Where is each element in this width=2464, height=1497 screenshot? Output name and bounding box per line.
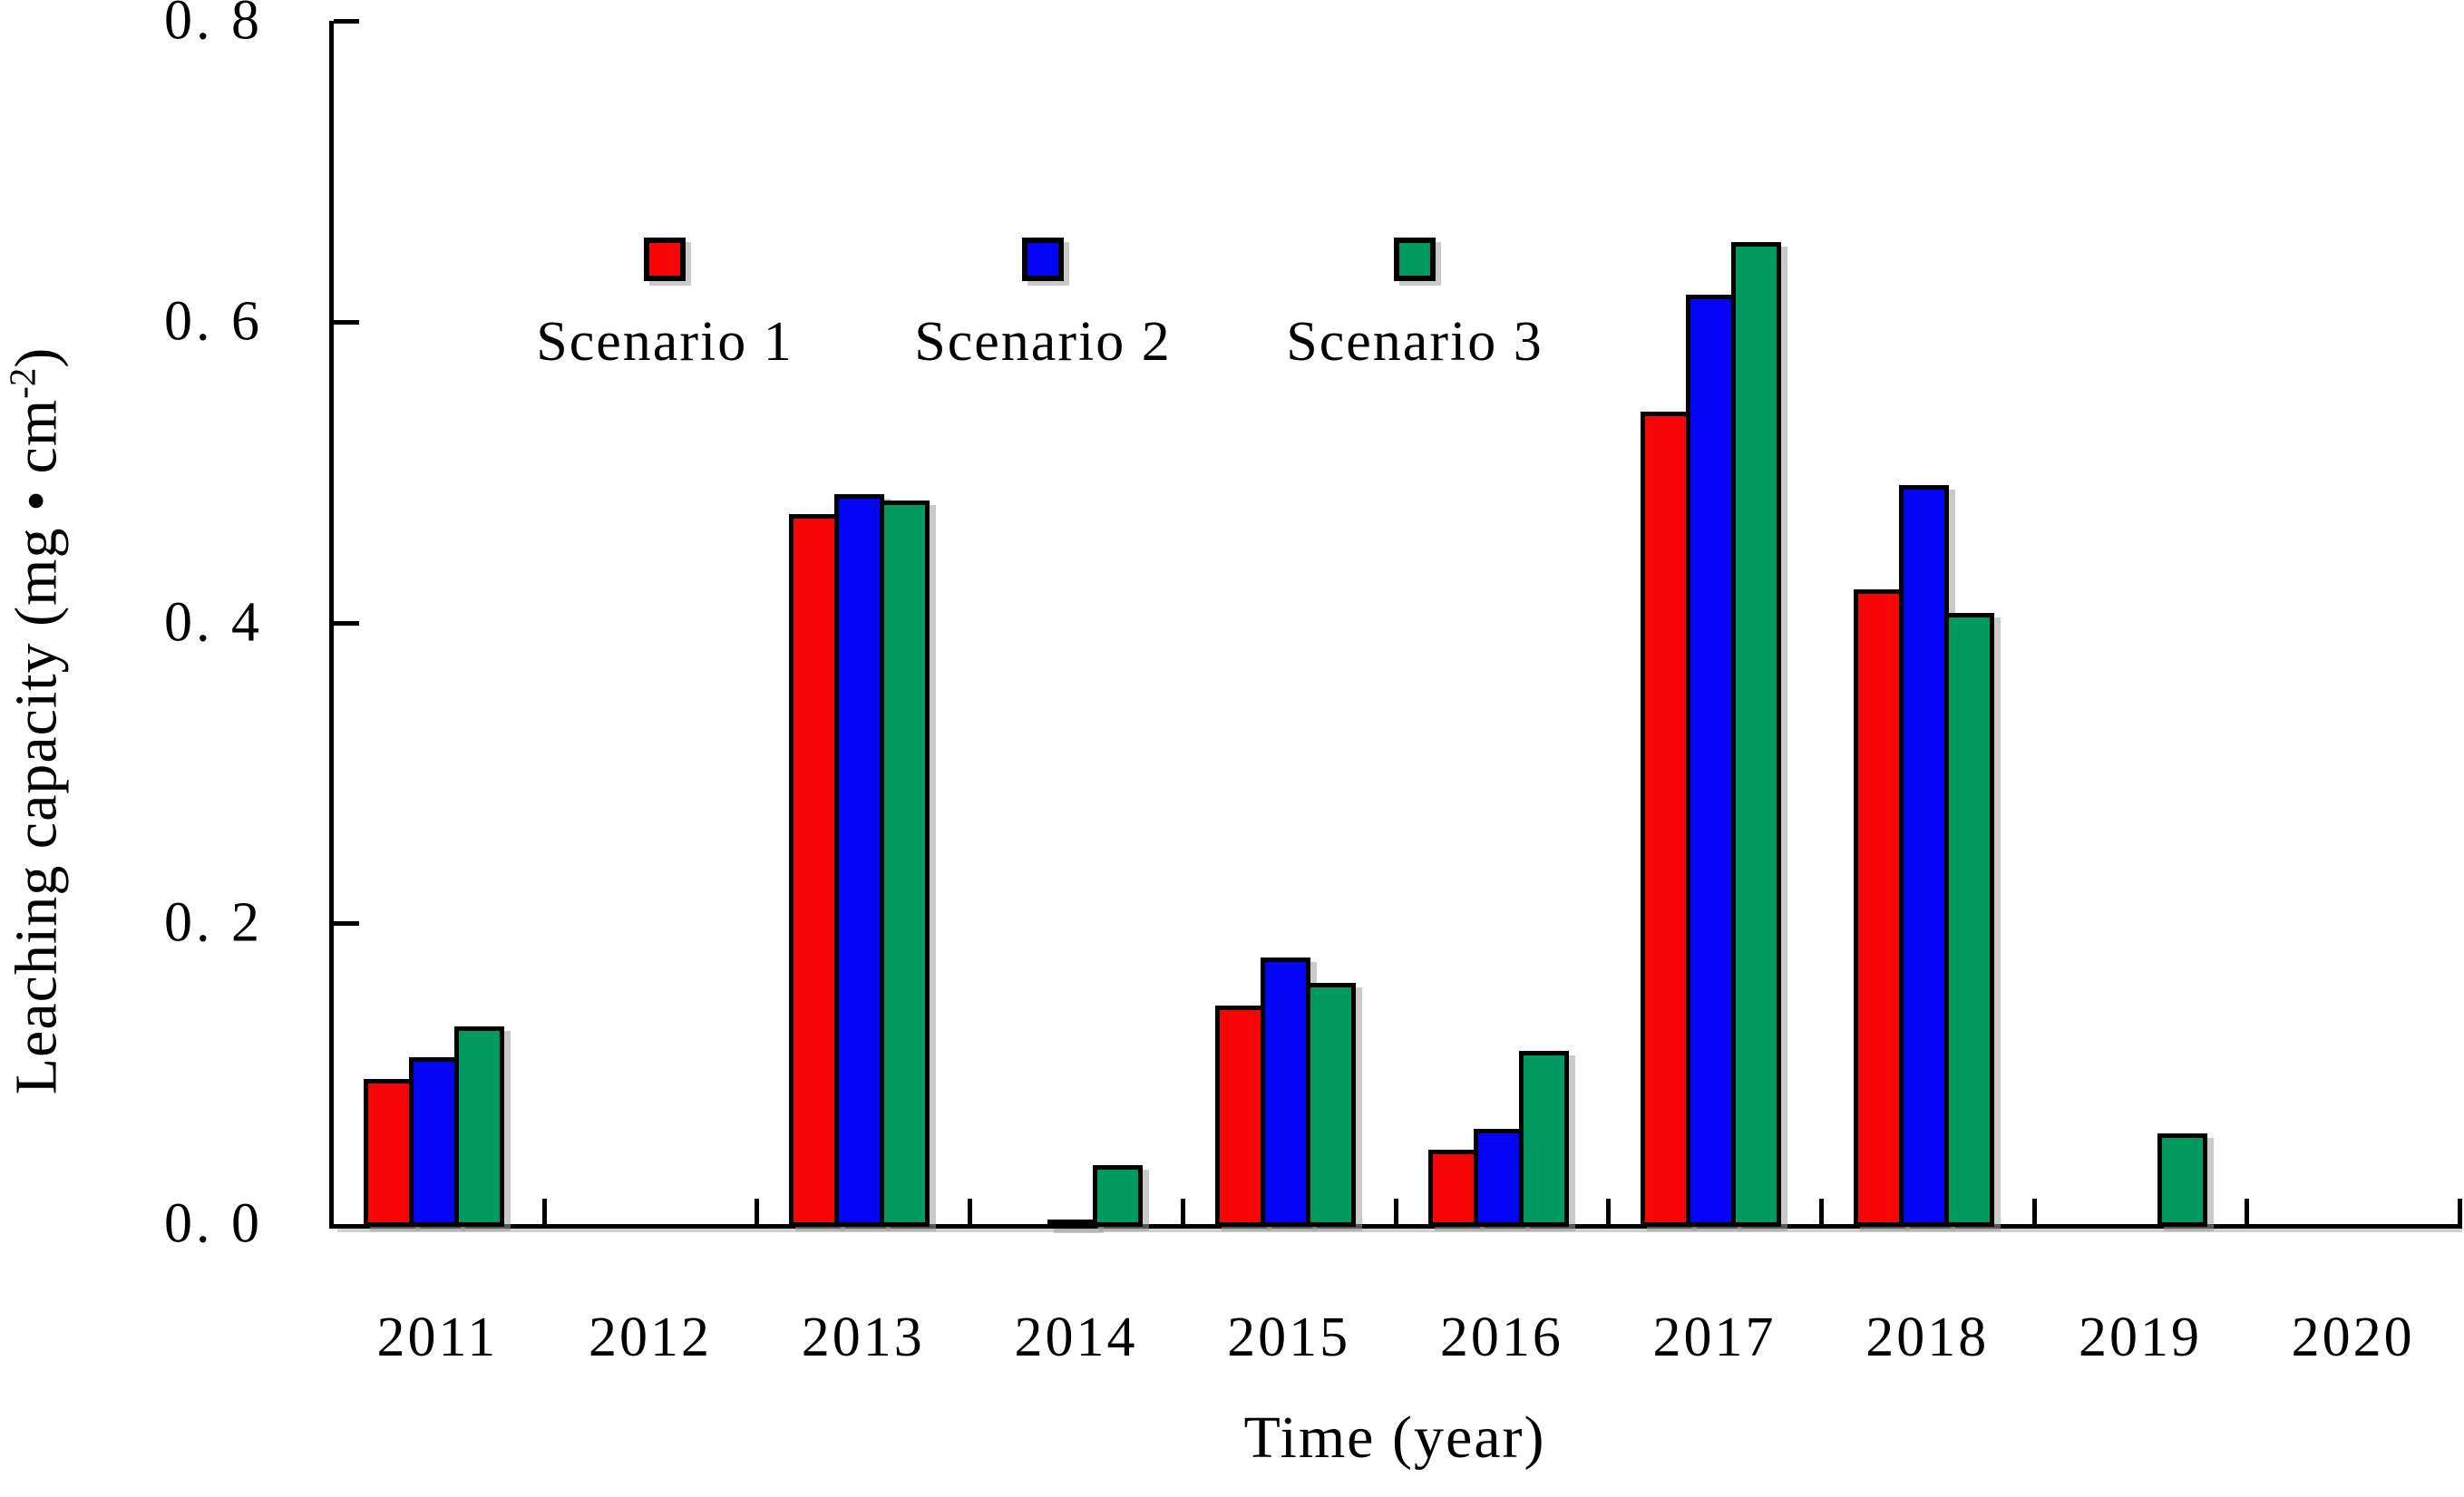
x-axis-tick [1606,1199,1612,1224]
y-axis-tick-label: 0. 2 [164,891,263,954]
bar-2017-scenario-3 [1731,241,1782,1227]
bar-2011-scenario-1 [364,1079,414,1227]
y-axis-tick-label: 0. 4 [164,591,263,653]
bar-2013-scenario-1 [789,513,840,1227]
x-axis-tick [1393,1199,1398,1224]
x-axis-category-label: 2012 [589,1307,713,1368]
x-axis-tick [968,1199,973,1224]
bar-2014-scenario-2 [1047,1219,1098,1229]
bar-2015-scenario-2 [1260,957,1310,1227]
legend-item-scenario-3: Scenario 3 [1251,238,1578,374]
bar-2015-scenario-3 [1305,983,1356,1227]
bar-2019-scenario-3 [2157,1133,2207,1227]
x-axis-tick [541,1199,547,1224]
x-axis-tick [1180,1199,1185,1224]
x-axis-category-label: 2019 [2078,1307,2202,1368]
x-axis-tick [2245,1199,2250,1224]
bar-2011-scenario-3 [454,1026,504,1227]
y-axis-tick [334,319,359,325]
legend-label-scenario-3: Scenario 3 [1286,311,1544,373]
x-axis-category-label: 2014 [1014,1307,1138,1368]
x-axis-shadow [337,1229,2462,1232]
bar-2018-scenario-3 [1943,613,1994,1227]
x-axis-category-label: 2018 [1865,1307,1990,1368]
y-axis-tick [334,921,359,927]
bar-2018-scenario-1 [1853,588,1904,1227]
bar-2013-scenario-2 [834,494,885,1227]
y-axis-tick [334,19,359,24]
bar-2017-scenario-1 [1641,411,1691,1227]
x-axis-category-label: 2011 [376,1307,499,1368]
legend-item-scenario-2: Scenario 2 [880,238,1206,374]
y-axis-tick [334,620,359,626]
bar-2016-scenario-2 [1473,1129,1524,1227]
x-axis-tick [2458,1199,2462,1224]
bar-2016-scenario-3 [1518,1050,1569,1227]
bar-2018-scenario-2 [1898,485,1949,1227]
x-axis-category-label: 2015 [1227,1307,1351,1368]
x-axis-category-label: 2017 [1652,1307,1777,1368]
bar-2013-scenario-3 [880,500,930,1227]
x-axis-category-label: 2016 [1439,1307,1563,1368]
legend-item-scenario-1: Scenario 1 [502,238,828,374]
superscript-exponent: -2 [2,367,44,399]
bar-2011-scenario-2 [409,1056,459,1227]
legend-label-scenario-2: Scenario 2 [914,311,1172,373]
x-axis-tick [755,1199,760,1224]
middle-dot: • [3,473,70,528]
x-axis-tick [2031,1199,2037,1224]
bar-2015-scenario-1 [1214,1006,1265,1227]
legend-swatch-scenario-3 [1394,238,1436,281]
legend-label-scenario-1: Scenario 1 [536,311,794,373]
x-axis-line [329,1224,2462,1229]
y-axis-title: Leaching capacity (mg • cm-2) [2,347,72,1095]
legend-swatch-scenario-2 [1022,238,1064,281]
y-axis-tick-label: 0. 6 [164,290,263,353]
x-axis-category-label: 2020 [2291,1307,2415,1368]
legend-swatch-scenario-1 [644,238,686,281]
x-axis-title: Time (year) [1243,1405,1546,1471]
y-axis-tick-label: 0. 0 [164,1192,263,1255]
y-axis-title-text: Leaching capacity (mg [3,527,70,1095]
y-axis-line [329,21,334,1229]
x-axis-category-label: 2013 [801,1307,925,1368]
bar-2016-scenario-1 [1427,1150,1478,1227]
y-axis-tick-label: 0. 8 [164,0,263,52]
bar-2017-scenario-2 [1686,294,1737,1227]
bar-2014-scenario-3 [1093,1164,1144,1227]
y-axis-title-close: ) [3,346,70,368]
x-axis-tick [1818,1199,1824,1224]
y-axis-unit: cm [3,398,70,474]
